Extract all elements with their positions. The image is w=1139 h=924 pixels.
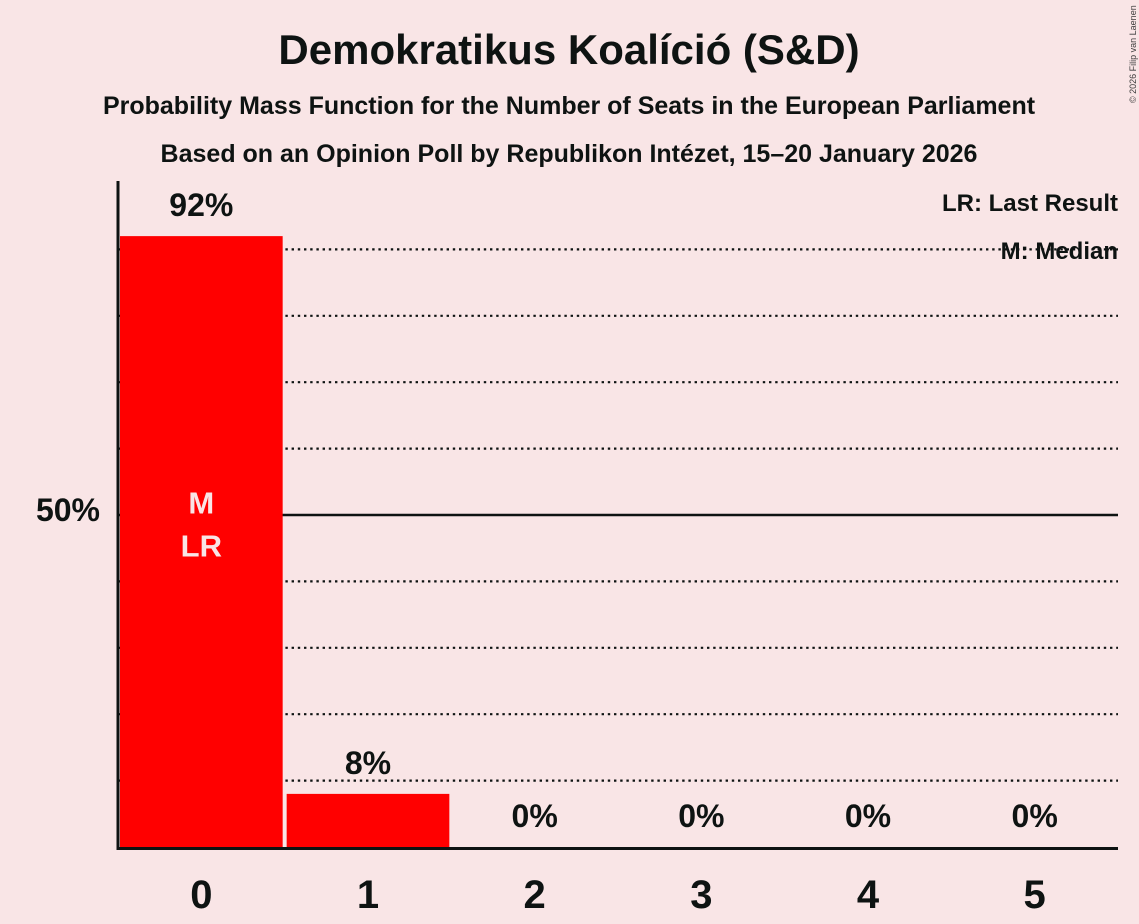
legend-median: M: Median	[1001, 238, 1118, 265]
x-tick-label-0: 0	[190, 873, 212, 917]
bar-annotation-lr: LR	[181, 529, 222, 564]
bar-annotation-m: M	[188, 486, 214, 521]
x-tick-label-3: 3	[690, 873, 712, 917]
chart-subtitle: Probability Mass Function for the Number…	[103, 92, 1036, 120]
bar-value-label-4: 0%	[845, 798, 891, 834]
seat-bar-0	[120, 236, 283, 847]
bar-value-label-3: 0%	[678, 798, 724, 834]
chart-poll-source: Based on an Opinion Poll by Republikon I…	[161, 140, 978, 168]
legend-last-result: LR: Last Result	[942, 190, 1118, 217]
x-tick-label-4: 4	[857, 873, 880, 917]
y-axis-label-50pct: 50%	[36, 492, 100, 528]
bar-value-label-2: 0%	[512, 798, 558, 834]
copyright-notice: © 2026 Filip van Laenen	[1128, 5, 1138, 103]
bar-value-label-5: 0%	[1012, 798, 1058, 834]
bar-value-label-1: 8%	[345, 745, 391, 781]
chart-title: Demokratikus Koalíció (S&D)	[278, 26, 859, 73]
seat-bar-1	[286, 793, 450, 847]
bar-value-label-0: 92%	[169, 187, 233, 223]
x-tick-label-2: 2	[524, 873, 546, 917]
x-tick-label-1: 1	[357, 873, 379, 917]
chart-plot-area: 92% 8% 0% 0% 0% 0% M LR 0 1 2 3 4 5 50%	[36, 181, 1118, 917]
x-tick-label-5: 5	[1024, 873, 1046, 917]
